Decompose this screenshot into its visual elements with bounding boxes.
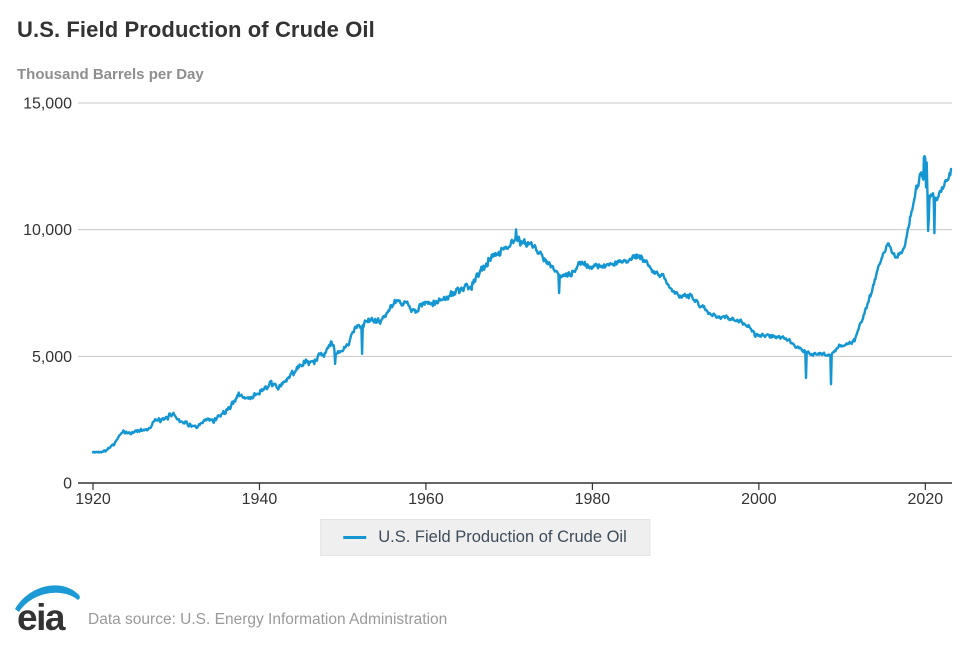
legend-line-swatch-icon bbox=[343, 536, 367, 539]
eia-logo-text: eia bbox=[17, 597, 66, 637]
y-axis-tick-label: 5,000 bbox=[32, 349, 72, 366]
eia-logo-swoosh-icon bbox=[15, 585, 80, 612]
eia-logo: eia bbox=[15, 585, 80, 637]
legend-label: U.S. Field Production of Crude Oil bbox=[378, 528, 627, 546]
y-axis-unit-label: Thousand Barrels per Day bbox=[17, 66, 204, 83]
x-axis-tick-label: 2020 bbox=[908, 491, 944, 508]
legend[interactable]: U.S. Field Production of Crude Oil bbox=[320, 519, 650, 556]
x-axis-tick-label: 1960 bbox=[408, 491, 444, 508]
y-axis-tick-label: 0 bbox=[63, 476, 72, 493]
data-source-text: Data source: U.S. Energy Information Adm… bbox=[88, 611, 448, 628]
data-series-line bbox=[91, 155, 953, 454]
y-axis-tick-label: 10,000 bbox=[23, 222, 72, 239]
y-axis-tick-label: 15,000 bbox=[23, 96, 72, 113]
x-axis-tick-label: 1940 bbox=[242, 491, 278, 508]
x-axis-tick-label: 2000 bbox=[741, 491, 777, 508]
x-axis-tick-label: 1980 bbox=[575, 491, 611, 508]
page-title: U.S. Field Production of Crude Oil bbox=[17, 17, 375, 42]
x-axis-tick-label: 1920 bbox=[75, 491, 111, 508]
